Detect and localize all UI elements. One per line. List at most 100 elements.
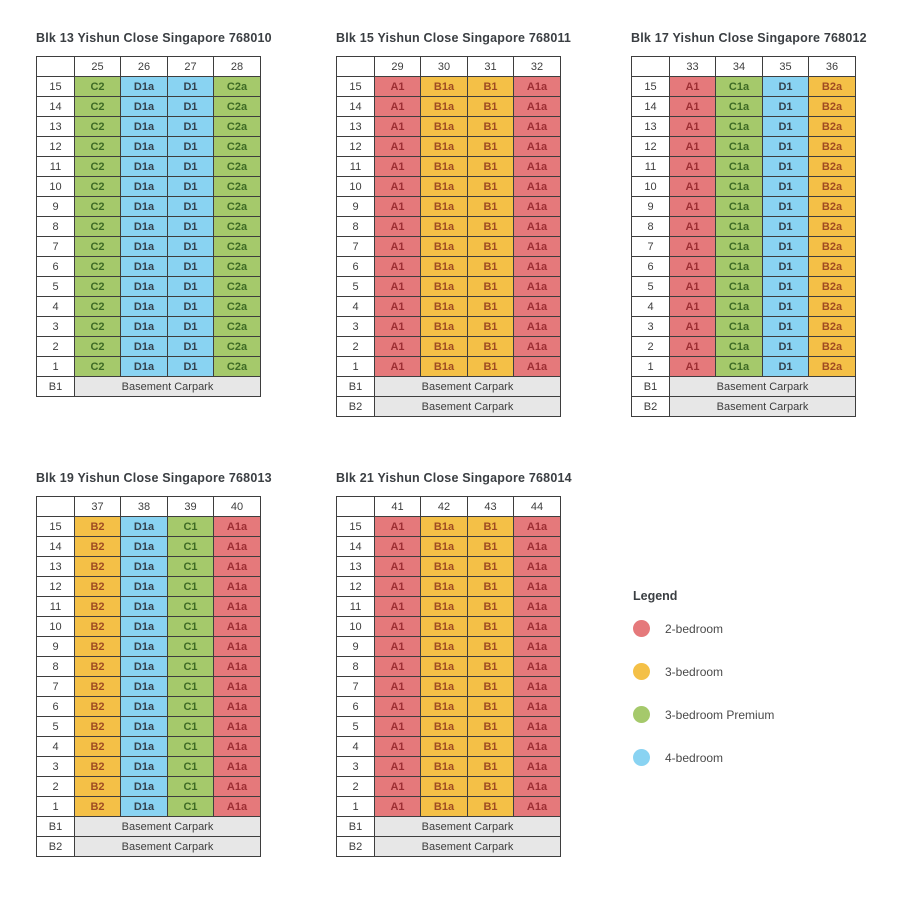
unit-cell-D1: D1 xyxy=(762,316,809,337)
unit-cell-D1a: D1a xyxy=(120,776,168,797)
unit-cell-A1: A1 xyxy=(374,516,421,537)
unit-cell-A1: A1 xyxy=(374,596,421,617)
unit-cell-D1: D1 xyxy=(762,336,809,357)
floor-label: 8 xyxy=(36,216,75,237)
unit-cell-A1: A1 xyxy=(374,216,421,237)
unit-cell-B1a: B1a xyxy=(420,536,468,557)
unit-cell-A1: A1 xyxy=(374,636,421,657)
basement-label: B1 xyxy=(631,376,670,397)
unit-cell-B2a: B2a xyxy=(808,276,856,297)
unit-cell-B1a: B1a xyxy=(420,656,468,677)
floor-row: 11 C2 D1a D1 C2a xyxy=(36,156,261,177)
unit-cell-A1a: A1a xyxy=(213,576,261,597)
unit-cell-D1a: D1a xyxy=(120,696,168,717)
unit-cell-D1a: D1a xyxy=(120,536,168,557)
unit-cell-C1: C1 xyxy=(167,716,214,737)
unit-cell-A1: A1 xyxy=(374,616,421,637)
unit-cell-A1a: A1a xyxy=(513,556,561,577)
unit-cell-D1: D1 xyxy=(167,356,214,377)
legend-item: 4-bedroom xyxy=(633,749,774,766)
floor-row: 5 A1 B1a B1 A1a xyxy=(336,276,561,297)
floor-row: 7 A1 B1a B1 A1a xyxy=(336,236,561,257)
floor-label: 2 xyxy=(36,336,75,357)
unit-cell-B1a: B1a xyxy=(420,236,468,257)
unit-cell-C2: C2 xyxy=(74,236,121,257)
floor-label: 14 xyxy=(336,96,375,117)
unit-cell-A1a: A1a xyxy=(213,616,261,637)
unit-cell-D1: D1 xyxy=(167,216,214,237)
unit-cell-B1a: B1a xyxy=(420,696,468,717)
floor-label: 6 xyxy=(36,696,75,717)
floor-label: 13 xyxy=(36,556,75,577)
unit-cell-A1: A1 xyxy=(374,536,421,557)
floor-row: 11 A1 C1a D1 B2a xyxy=(631,156,856,177)
unit-cell-B1a: B1a xyxy=(420,116,468,137)
floor-row: 14 A1 B1a B1 A1a xyxy=(336,536,561,557)
floor-row: 4 A1 C1a D1 B2a xyxy=(631,296,856,317)
unit-cell-C2a: C2a xyxy=(213,276,261,297)
floor-row: 13 A1 B1a B1 A1a xyxy=(336,556,561,577)
unit-cell-A1: A1 xyxy=(669,276,716,297)
floor-row: 2 B2 D1a C1 A1a xyxy=(36,776,261,797)
basement-label: B1 xyxy=(336,816,375,837)
unit-cell-B1: B1 xyxy=(467,536,514,557)
unit-cell-A1: A1 xyxy=(669,216,716,237)
unit-cell-D1a: D1a xyxy=(120,296,168,317)
unit-cell-B1: B1 xyxy=(467,636,514,657)
floor-label: 2 xyxy=(336,336,375,357)
unit-cell-B1a: B1a xyxy=(420,156,468,177)
unit-cell-C1a: C1a xyxy=(715,236,763,257)
unit-cell-B1: B1 xyxy=(467,696,514,717)
unit-cell-A1a: A1a xyxy=(513,516,561,537)
floor-label: 11 xyxy=(36,596,75,617)
unit-cell-A1a: A1a xyxy=(513,596,561,617)
floor-label: 14 xyxy=(631,96,670,117)
floor-label: 8 xyxy=(36,656,75,677)
unit-cell-A1a: A1a xyxy=(513,676,561,697)
floor-row: 8 A1 C1a D1 B2a xyxy=(631,216,856,237)
floor-row: 5 A1 B1a B1 A1a xyxy=(336,716,561,737)
unit-cell-B1a: B1a xyxy=(420,96,468,117)
unit-cell-A1a: A1a xyxy=(513,96,561,117)
floor-row: 6 A1 B1a B1 A1a xyxy=(336,256,561,277)
unit-cell-A1a: A1a xyxy=(213,536,261,557)
corner-cell xyxy=(336,496,375,517)
unit-cell-C2: C2 xyxy=(74,256,121,277)
unit-cell-D1a: D1a xyxy=(120,276,168,297)
unit-cell-B1: B1 xyxy=(467,516,514,537)
unit-cell-A1a: A1a xyxy=(513,336,561,357)
unit-cell-C2: C2 xyxy=(74,176,121,197)
unit-cell-B2a: B2a xyxy=(808,216,856,237)
unit-cell-A1a: A1a xyxy=(213,556,261,577)
unit-cell-B1: B1 xyxy=(467,336,514,357)
block-4: Blk 19 Yishun Close Singapore 768013 37 38… xyxy=(36,471,272,857)
floor-label: 9 xyxy=(336,196,375,217)
column-header: 42 xyxy=(420,496,468,517)
unit-cell-B1a: B1a xyxy=(420,556,468,577)
basement-label: B2 xyxy=(36,836,75,857)
floor-label: 14 xyxy=(36,536,75,557)
unit-cell-D1a: D1a xyxy=(120,556,168,577)
legend-item: 2-bedroom xyxy=(633,620,774,637)
column-header: 40 xyxy=(213,496,261,517)
floor-row: 6 C2 D1a D1 C2a xyxy=(36,256,261,277)
unit-cell-D1: D1 xyxy=(762,116,809,137)
unit-cell-A1a: A1a xyxy=(513,176,561,197)
header-row: 37 38 39 40 xyxy=(36,496,261,517)
column-header: 33 xyxy=(669,56,716,77)
unit-cell-A1a: A1a xyxy=(513,616,561,637)
unit-cell-B1: B1 xyxy=(467,176,514,197)
unit-cell-D1: D1 xyxy=(762,176,809,197)
floor-label: 11 xyxy=(631,156,670,177)
unit-cell-B1: B1 xyxy=(467,256,514,277)
unit-cell-B1a: B1a xyxy=(420,676,468,697)
unit-cell-A1: A1 xyxy=(374,236,421,257)
unit-cell-B1a: B1a xyxy=(420,296,468,317)
unit-cell-D1: D1 xyxy=(762,276,809,297)
floor-row: 9 A1 C1a D1 B2a xyxy=(631,196,856,217)
unit-cell-C1a: C1a xyxy=(715,336,763,357)
unit-cell-D1: D1 xyxy=(167,236,214,257)
unit-cell-B2: B2 xyxy=(74,656,121,677)
unit-cell-A1a: A1a xyxy=(213,516,261,537)
unit-cell-A1: A1 xyxy=(374,576,421,597)
